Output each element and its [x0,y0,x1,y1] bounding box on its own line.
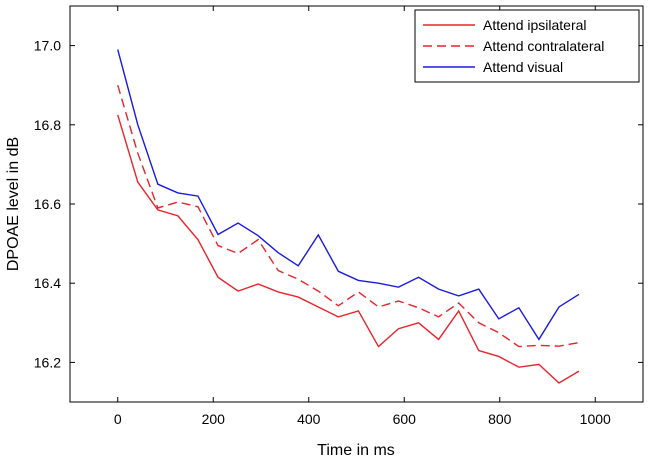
series-line-attend-contralateral [117,85,580,348]
y-tick-label: 16.8 [34,117,61,133]
series-line-attend-visual [117,49,580,341]
y-tick-label: 16.2 [34,354,61,370]
y-tick-label: 16.4 [34,275,61,291]
x-tick-label: 0 [114,411,122,427]
y-tick-label: 16.6 [34,196,61,212]
x-tick-label: 600 [393,411,417,427]
y-axis-title: DPOAE level in dB [5,137,22,271]
legend-label-attend-visual: Attend visual [483,59,563,75]
x-axis-title: Time in ms [317,442,395,459]
legend-label-attend-ipsilateral: Attend ipsilateral [483,17,587,33]
series-layer [117,49,580,384]
legend: Attend ipsilateral Attend contralateral At… [414,9,640,83]
x-tick-label: 1000 [580,411,611,427]
x-tick-label: 400 [297,411,321,427]
series-line-attend-ipsilateral [117,114,580,384]
axis-ticks: 0 200 400 600 800 1000 16.2 16.4 16.6 16.8 17.0 [34,6,643,427]
x-tick-label: 200 [202,411,226,427]
legend-label-attend-contralateral: Attend contralateral [483,38,604,54]
x-tick-label: 800 [488,411,512,427]
y-tick-label: 17.0 [34,38,61,54]
